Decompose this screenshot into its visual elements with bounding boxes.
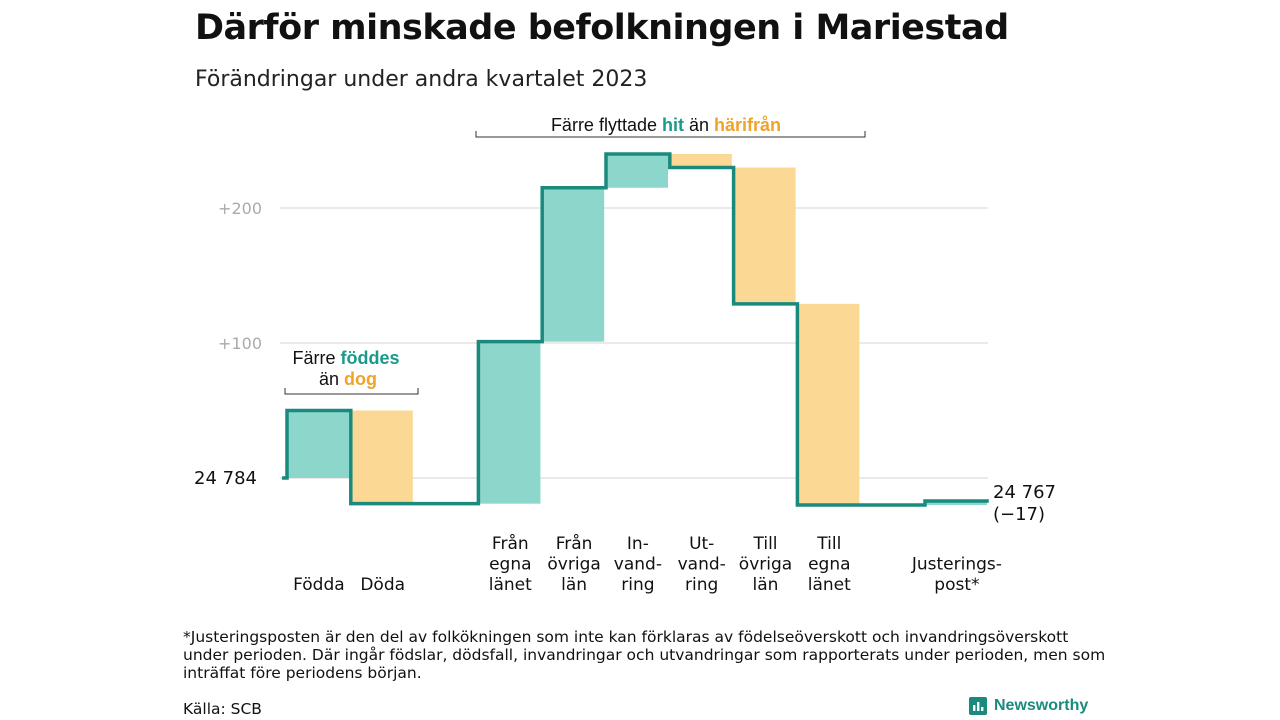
waterfall-bar xyxy=(478,341,541,504)
category-label: län xyxy=(753,575,779,595)
footnote: *Justeringsposten är den del av folkökni… xyxy=(183,628,1106,682)
waterfall-bar xyxy=(287,410,349,478)
category-label: Födda xyxy=(293,575,345,595)
category-label: vand- xyxy=(678,555,726,575)
chart-title: Därför minskade befolkningen i Mariestad xyxy=(195,8,1009,48)
category-label: Till xyxy=(816,534,841,554)
y-tick-label: +100 xyxy=(218,334,262,353)
annotation-highlight-here: hit xyxy=(662,115,684,135)
annotation-text: Färre flyttade xyxy=(551,115,662,135)
waterfall-bar xyxy=(350,410,413,504)
waterfall-bar xyxy=(733,167,796,304)
newsworthy-logo: Newsworthy xyxy=(968,696,1088,716)
category-label: Från xyxy=(492,533,529,554)
births-deaths-bracket xyxy=(284,388,419,395)
category-label: ring xyxy=(621,575,654,595)
waterfall-bar xyxy=(669,154,732,168)
annotation-text: än xyxy=(684,115,714,135)
births-deaths-annotation-line1: Färre föddes xyxy=(292,348,399,368)
category-label: Justerings- xyxy=(911,555,1002,575)
annotation-highlight-born: föddes xyxy=(341,348,400,368)
category-label: övriga xyxy=(739,555,792,575)
category-label: egna xyxy=(489,555,531,575)
category-label: Från xyxy=(556,533,593,554)
chart-subtitle: Förändringar under andra kvartalet 2023 xyxy=(195,67,648,92)
category-label: ring xyxy=(685,575,718,595)
migration-annotation: Färre flyttade hit än härifrån xyxy=(551,115,781,135)
y-tick-label: +200 xyxy=(218,199,262,218)
category-label: Döda xyxy=(360,575,405,595)
waterfall-bar xyxy=(925,500,987,505)
annotation-text: Färre xyxy=(292,348,340,368)
category-label: In- xyxy=(627,534,649,554)
annotation-highlight-died: dog xyxy=(344,369,377,389)
category-label: vand- xyxy=(614,555,662,575)
migration-bracket xyxy=(475,131,866,138)
waterfall-bar xyxy=(542,187,605,342)
waterfall-bar xyxy=(797,303,860,505)
category-label: länet xyxy=(489,575,532,595)
start-value-label: 24 784 xyxy=(194,468,257,489)
category-label: Till xyxy=(752,534,777,554)
newsworthy-icon xyxy=(969,697,987,715)
cumulative-step-line xyxy=(282,152,989,507)
births-deaths-annotation-line2: än dog xyxy=(319,369,377,389)
waterfall-bar xyxy=(606,154,668,188)
category-label: egna xyxy=(808,555,850,575)
category-label: övriga xyxy=(547,555,600,575)
category-label: län xyxy=(561,575,587,595)
source-label: Källa: SCB xyxy=(183,700,262,718)
end-change-label: (−17) xyxy=(993,504,1045,525)
category-label: länet xyxy=(808,575,851,595)
category-label: post* xyxy=(934,575,979,595)
annotation-text: än xyxy=(319,369,344,389)
annotation-highlight-away: härifrån xyxy=(714,115,781,135)
end-value-label: 24 767 xyxy=(993,482,1056,503)
category-label: Ut- xyxy=(689,534,714,554)
brand-name: Newsworthy xyxy=(994,697,1089,714)
